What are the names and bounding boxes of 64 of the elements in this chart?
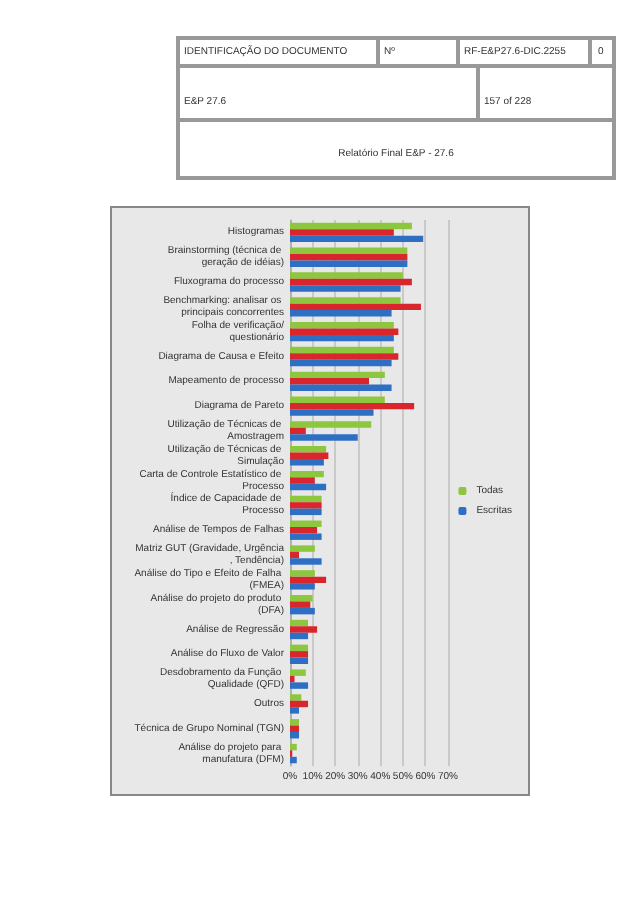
bar [290,619,309,627]
bar [290,632,309,640]
bar [290,651,309,658]
bar [290,260,408,267]
bar [290,459,324,466]
bar [290,247,408,254]
bar [290,334,394,342]
bar [290,743,297,751]
bar [290,601,311,608]
bar [290,700,309,708]
bar [290,502,322,509]
bar [290,756,297,764]
bar [290,353,399,360]
bar [290,303,421,311]
bar [290,725,300,732]
bar [290,545,315,552]
bar [290,470,324,478]
bar [290,527,318,534]
bar [290,694,302,701]
bar [290,483,327,491]
bar [290,434,358,441]
bar [290,371,385,379]
bar [290,551,300,559]
bar [290,583,315,590]
bar [290,707,300,714]
bar [290,229,394,236]
bar [290,359,392,367]
bar [290,384,392,391]
bar [290,396,385,403]
bar [290,495,322,503]
bar [290,409,374,416]
bar [290,297,401,304]
bar [290,732,300,739]
bar [290,322,394,329]
bar [290,285,401,292]
bar [290,378,369,385]
bar [290,222,412,230]
bar [290,346,394,354]
bar [290,328,399,335]
bar [290,570,315,577]
bar [290,278,412,286]
bar [290,719,300,726]
bar [290,477,315,484]
bar [290,533,322,540]
bar [290,682,309,689]
bar [290,452,329,459]
bar [290,520,322,527]
bar [290,607,315,615]
bar [290,576,327,584]
bar [290,669,306,676]
bar [290,657,309,664]
bar [290,272,403,279]
bar [290,421,372,428]
bar [290,427,306,435]
bar [290,310,392,317]
bar [290,508,322,516]
bar [290,402,415,410]
bar [290,626,318,633]
bar [290,235,424,243]
bar [290,595,313,602]
bar [290,446,327,453]
bar [290,254,408,261]
bar [290,558,322,565]
bar [290,644,309,652]
